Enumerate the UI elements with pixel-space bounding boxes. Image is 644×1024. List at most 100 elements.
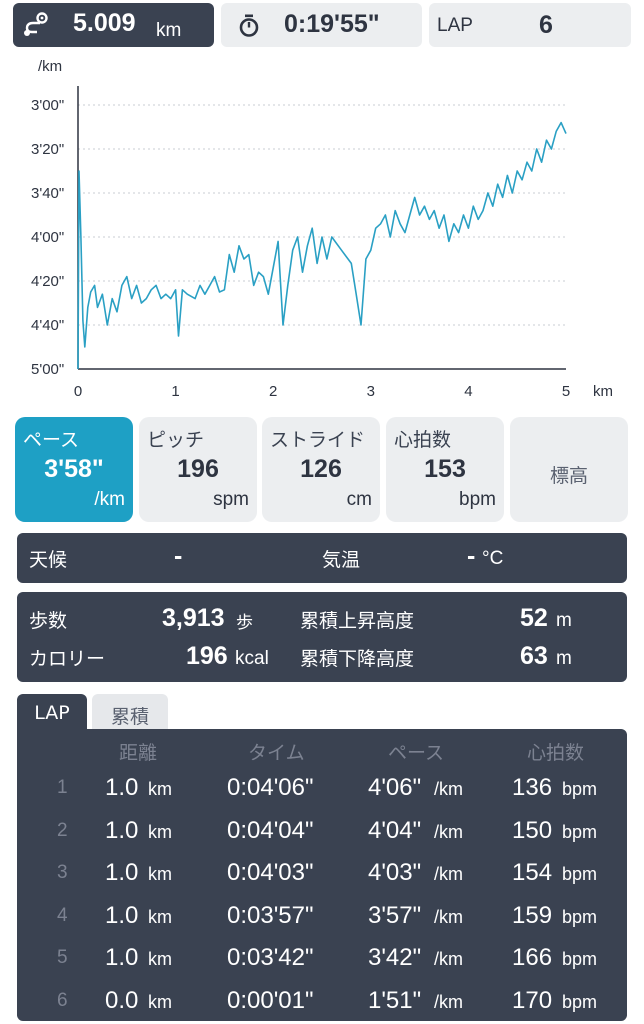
lap-pace-value: 1'51" [368, 986, 422, 1014]
lap-card[interactable]: LAP 6 [429, 3, 631, 47]
calories-value: 196 [186, 642, 228, 670]
tab-cumulative-label: 累積 [110, 706, 149, 728]
lap-row[interactable]: 5 1.0 km 0:03'42" 3'42" /km 166 bpm [17, 943, 627, 979]
stopwatch-icon [239, 14, 259, 37]
lap-heart-value: 170 [512, 986, 553, 1014]
metric-tab-pace[interactable]: ペース 3'58" /km [15, 417, 133, 522]
metric-label: ストライド [270, 429, 366, 451]
metric-value: 126 [300, 455, 342, 483]
lap-pace-unit: /km [434, 949, 463, 969]
metric-label: ピッチ [147, 429, 205, 451]
lap-number: 4 [57, 904, 68, 926]
lap-pace-value: 4'03" [368, 859, 422, 886]
x-tick-label: 2 [269, 383, 277, 400]
lap-time-value: 0:04'06" [227, 774, 314, 801]
steps-unit: 歩 [236, 613, 253, 633]
lap-heart-value: 136 [512, 774, 553, 801]
metric-tab-stride[interactable]: ストライド 126 cm [262, 417, 380, 522]
descent-label: 累積下降高度 [300, 648, 415, 670]
lap-pace-value: 3'57" [368, 901, 422, 929]
lap-heart-unit: bpm [562, 779, 598, 799]
lap-number: 6 [57, 989, 68, 1011]
lap-number: 3 [57, 862, 68, 883]
calories-unit: kcal [235, 648, 269, 669]
lap-time-value: 0:04'04" [227, 816, 314, 844]
metric-tab-heart-rate[interactable]: 心拍数 153 bpm [386, 417, 504, 522]
metric-unit: cm [346, 489, 372, 510]
lap-row[interactable]: 6 0.0 km 0:00'01" 1'51" /km 170 bpm [17, 986, 627, 1022]
x-tick-label: 5 [562, 383, 570, 400]
lap-row[interactable]: 3 1.0 km 0:04'03" 4'03" /km 154 bpm [17, 858, 627, 894]
tab-lap-label: LAP [34, 702, 70, 724]
lap-distance-value: 1.0 [105, 859, 139, 886]
lap-label: LAP [437, 15, 473, 36]
ascent-unit: m [556, 610, 572, 631]
tab-cumulative[interactable]: 累積 [92, 694, 168, 730]
lap-time-value: 0:03'57" [227, 901, 314, 929]
y-tick-label: 4'00" [31, 229, 64, 246]
pace-series-line [77, 121, 567, 370]
lap-heart-value: 154 [512, 859, 553, 886]
descent-unit: m [556, 648, 572, 669]
pace-chart: /km 3'00"3'20"3'40"4'00"4'20"4'40"5'00" … [31, 58, 613, 400]
lap-distance-value: 0.0 [105, 986, 139, 1014]
lap-pace-unit: /km [434, 906, 463, 927]
y-tick-label: 3'20" [31, 141, 64, 158]
metric-unit: bpm [459, 489, 496, 510]
header-heart-rate: 心拍数 [527, 742, 585, 764]
metric-label: ペース [23, 429, 80, 451]
lap-row[interactable]: 2 1.0 km 0:04'04" 4'04" /km 150 bpm [17, 816, 627, 852]
stats-panel: 歩数 3,913 歩 累積上昇高度 52 m カロリー 196 kcal 累積下… [17, 592, 627, 682]
header-pace: ペース [388, 742, 445, 764]
lap-pace-value: 4'06" [368, 774, 422, 801]
weather-panel: 天候 - 気温 - °C [17, 533, 627, 583]
lap-time-value: 0:04'03" [227, 859, 314, 886]
y-tick-label: 3'40" [31, 185, 64, 202]
lap-row[interactable]: 4 1.0 km 0:03'57" 3'57" /km 159 bpm [17, 901, 627, 937]
lap-time-value: 0:03'42" [227, 944, 314, 971]
metric-unit: spm [213, 489, 249, 510]
summary-bar: 5.009 km 0:19'55" LAP 6 [13, 3, 631, 47]
metric-unit: /km [94, 489, 125, 510]
lap-pace-value: 3'42" [368, 944, 422, 971]
tab-lap[interactable]: LAP [17, 694, 87, 730]
ascent-label: 累積上昇高度 [300, 610, 415, 632]
ascent-value: 52 [520, 604, 548, 632]
distance-value: 5.009 [73, 9, 136, 37]
temperature-label: 気温 [322, 549, 361, 571]
lap-distance-unit: km [148, 991, 172, 1012]
lap-distance-value: 1.0 [105, 901, 139, 929]
lap-heart-value: 166 [512, 944, 553, 971]
steps-value: 3,913 [162, 604, 225, 632]
y-tick-label: 4'40" [31, 317, 64, 334]
y-tick-label: 3'00" [31, 97, 64, 114]
route-icon [24, 12, 48, 36]
weather-label: 天候 [29, 549, 68, 571]
lap-pace-unit: /km [434, 821, 463, 842]
lap-number: 1 [57, 777, 68, 798]
metric-tab-pitch[interactable]: ピッチ 196 spm [139, 417, 257, 522]
lap-table: 距離 タイム ペース 心拍数 1 1.0 km 0:04'06" 4'06" /km 136… [17, 729, 627, 1021]
x-tick-label: 3 [367, 383, 375, 400]
lap-pace-value: 4'04" [368, 816, 422, 844]
metric-label: 心拍数 [394, 429, 452, 451]
lap-distance-unit: km [148, 906, 172, 927]
lap-heart-unit: bpm [562, 949, 598, 969]
metric-value: 3'58" [44, 455, 104, 483]
lap-row[interactable]: 1 1.0 km 0:04'06" 4'06" /km 136 bpm [17, 773, 627, 809]
calories-label: カロリー [29, 648, 106, 670]
lap-distance-unit: km [148, 864, 172, 884]
header-time: タイム [248, 742, 305, 764]
x-axis-unit-label: km [593, 383, 613, 400]
time-card[interactable]: 0:19'55" [221, 3, 422, 47]
lap-heart-unit: bpm [562, 821, 598, 842]
lap-pace-unit: /km [434, 991, 463, 1012]
metric-tab-elevation[interactable]: 標高 [510, 417, 628, 522]
lap-distance-unit: km [148, 779, 172, 799]
x-tick-label: 0 [74, 383, 82, 400]
metric-value: 196 [177, 455, 219, 483]
x-tick-label: 4 [464, 383, 472, 400]
distance-card[interactable]: 5.009 km [13, 3, 214, 47]
lap-heart-value: 159 [512, 901, 553, 929]
header-distance: 距離 [119, 742, 158, 764]
